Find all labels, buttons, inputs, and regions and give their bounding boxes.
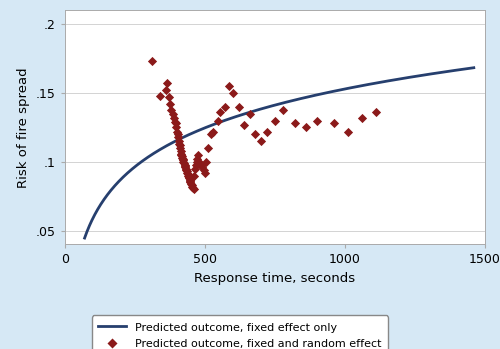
Point bbox=[182, 166, 190, 171]
Point bbox=[174, 132, 182, 137]
Point bbox=[191, 166, 199, 171]
Point bbox=[178, 156, 186, 162]
Point bbox=[168, 107, 175, 112]
Point bbox=[175, 138, 183, 144]
Point bbox=[181, 163, 189, 169]
Point bbox=[170, 115, 178, 120]
Point bbox=[229, 90, 237, 96]
Point bbox=[220, 104, 228, 110]
Point bbox=[185, 176, 193, 181]
Point bbox=[194, 152, 202, 158]
Point bbox=[182, 164, 190, 170]
Point bbox=[179, 158, 187, 163]
Point bbox=[178, 155, 186, 161]
Point bbox=[313, 118, 321, 123]
Point bbox=[177, 152, 185, 158]
Point bbox=[216, 110, 224, 115]
Point bbox=[177, 151, 185, 156]
X-axis label: Response time, seconds: Response time, seconds bbox=[194, 272, 356, 285]
Point bbox=[344, 129, 352, 134]
Point bbox=[202, 159, 210, 165]
Point bbox=[184, 170, 192, 176]
Point bbox=[240, 122, 248, 127]
Point bbox=[163, 81, 171, 86]
Point bbox=[180, 162, 188, 167]
Point bbox=[184, 173, 192, 178]
Point bbox=[198, 164, 206, 170]
Point bbox=[200, 167, 207, 173]
Point bbox=[252, 132, 260, 137]
Point bbox=[178, 154, 186, 159]
Point bbox=[190, 173, 198, 178]
Point bbox=[148, 59, 156, 64]
Point bbox=[280, 107, 287, 112]
Point bbox=[184, 171, 192, 177]
Point bbox=[193, 156, 201, 162]
Point bbox=[186, 178, 194, 184]
Point bbox=[183, 169, 191, 174]
Point bbox=[174, 134, 182, 140]
Point bbox=[234, 104, 242, 110]
Point bbox=[330, 120, 338, 126]
Point bbox=[172, 125, 180, 130]
Point bbox=[188, 183, 196, 188]
Point bbox=[192, 159, 200, 165]
Point bbox=[189, 185, 197, 191]
Point bbox=[187, 181, 195, 187]
Point bbox=[192, 162, 200, 167]
Point bbox=[271, 118, 279, 123]
Y-axis label: Risk of fire spread: Risk of fire spread bbox=[18, 67, 30, 188]
Point bbox=[214, 118, 222, 123]
Point bbox=[196, 159, 203, 165]
Point bbox=[176, 145, 184, 151]
Point bbox=[372, 110, 380, 115]
Point bbox=[290, 120, 298, 126]
Point bbox=[186, 177, 194, 183]
Point bbox=[204, 145, 212, 151]
Point bbox=[246, 111, 254, 117]
Point bbox=[197, 162, 205, 167]
Point bbox=[182, 167, 190, 173]
Point bbox=[188, 184, 196, 189]
Point bbox=[210, 129, 218, 134]
Point bbox=[162, 88, 170, 93]
Point bbox=[175, 141, 183, 147]
Point bbox=[169, 111, 177, 117]
Point bbox=[302, 125, 310, 130]
Point bbox=[185, 174, 193, 180]
Point bbox=[358, 115, 366, 120]
Point bbox=[180, 159, 188, 165]
Point bbox=[166, 101, 174, 107]
Point bbox=[206, 132, 214, 137]
Point bbox=[172, 120, 179, 126]
Point bbox=[176, 142, 184, 148]
Legend: Predicted outcome, fixed effect only, Predicted outcome, fixed and random effect: Predicted outcome, fixed effect only, Pr… bbox=[92, 315, 388, 349]
Point bbox=[257, 138, 265, 144]
Point bbox=[176, 148, 184, 154]
Point bbox=[262, 129, 270, 134]
Point bbox=[156, 93, 164, 98]
Point bbox=[190, 186, 198, 192]
Point bbox=[171, 119, 179, 125]
Point bbox=[186, 180, 194, 185]
Point bbox=[164, 94, 172, 100]
Point bbox=[173, 129, 181, 134]
Point bbox=[201, 170, 209, 176]
Point bbox=[225, 83, 233, 89]
Point bbox=[180, 160, 188, 166]
